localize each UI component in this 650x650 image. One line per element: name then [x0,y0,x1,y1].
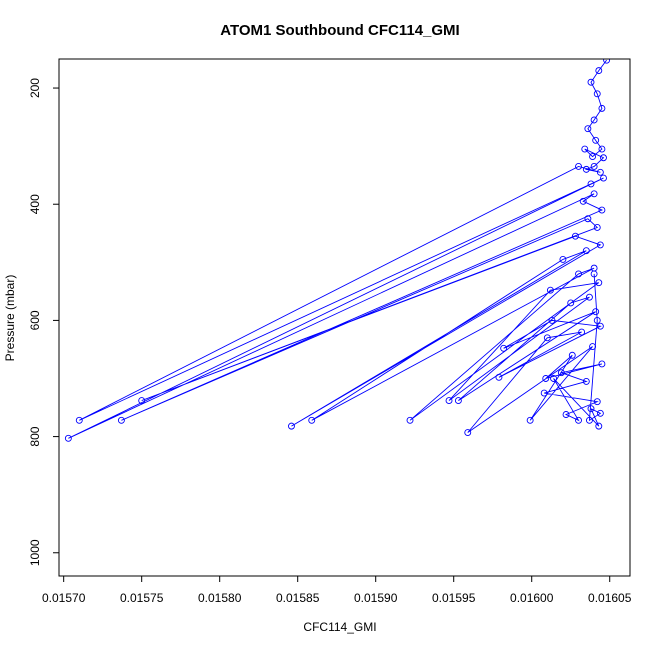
x-tick-label: 0.01575 [120,591,164,605]
data-point [406,416,414,424]
x-tick-label: 0.01580 [198,591,242,605]
x-tick-label: 0.01605 [588,591,632,605]
data-point [582,377,590,385]
data-point [596,322,604,330]
data-point [587,78,595,86]
data-point [595,422,603,430]
data-point [590,163,598,170]
data-point [590,190,598,198]
data-point [568,351,576,359]
data-point [582,165,590,173]
data-point [138,397,146,405]
data-point [64,434,72,442]
data-point [595,279,603,287]
data-point [578,328,586,336]
x-axis: 0.01570 0.01575 0.01580 0.01585 0.01590 0.015… [42,575,632,605]
data-point [542,375,550,382]
data-point [567,299,575,307]
x-tick-label: 0.01600 [510,591,554,605]
x-tick-label: 0.01590 [354,591,398,605]
series-layer [64,59,611,442]
data-point [464,429,472,436]
y-tick-label: 200 [28,78,42,98]
data-point [581,145,589,153]
data-point [308,416,316,424]
data-point [600,174,607,182]
data-point [595,67,603,75]
data-point [598,104,606,112]
data-point [593,316,601,324]
data-point [584,125,592,133]
data-point [546,286,554,294]
x-tick-label: 0.01570 [42,591,86,605]
data-point [587,180,595,188]
data-point [559,255,567,263]
data-point [548,316,556,324]
plot-frame [58,58,631,577]
data-point [500,344,508,352]
y-tick-label: 400 [28,194,42,214]
y-axis: 200 400 600 800 1000 [28,78,60,566]
data-point [575,270,582,278]
x-axis-label: CFC114_GMI [303,620,376,634]
data-point [117,416,125,424]
data-point [454,397,462,405]
data-point [575,163,582,170]
data-point [589,343,597,350]
x-tick-label: 0.01585 [276,591,320,605]
data-point [575,416,582,424]
data-point [587,405,595,413]
x-tick-label: 0.01595 [432,591,476,605]
data-point [593,224,601,231]
data-point [603,59,611,64]
data-point [75,416,83,424]
data-point [596,409,604,417]
y-tick-label: 1000 [28,539,42,566]
data-point [596,241,604,249]
data-point [584,215,592,223]
data-point [598,360,606,368]
data-point [495,373,503,381]
data-point [571,232,579,240]
data-point [582,247,590,255]
y-axis-label: Pressure (mbar) [3,275,17,362]
data-point [526,416,534,424]
data-point [598,145,606,153]
data-point [593,398,601,406]
data-point [550,375,557,382]
data-point [589,153,597,161]
data-point [579,197,587,205]
data-point [592,308,600,316]
data-point [540,389,548,397]
data-point [596,168,604,176]
data-point [585,416,593,424]
data-point [445,397,453,405]
data-point [593,90,601,98]
data-point [592,136,600,144]
chart-title: ATOM1 Southbound CFC114_GMI [220,22,459,39]
y-tick-label: 600 [28,310,42,330]
series-line [68,59,607,439]
data-point [590,270,598,278]
data-point [600,154,607,162]
data-point [590,116,598,124]
data-point [585,293,593,301]
y-tick-label: 800 [28,426,42,446]
data-point [562,411,570,418]
data-point [543,334,551,342]
data-point [288,422,295,430]
data-point [598,206,606,214]
data-point [557,369,565,377]
